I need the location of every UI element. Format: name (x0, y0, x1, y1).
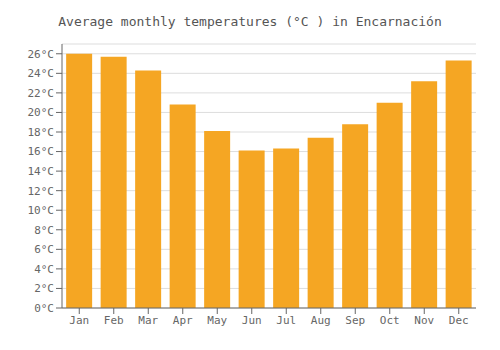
svg-text:Nov: Nov (414, 314, 434, 327)
svg-text:8°C: 8°C (34, 224, 54, 237)
svg-text:Aug: Aug (311, 314, 331, 327)
svg-text:Feb: Feb (104, 314, 124, 327)
svg-text:22°C: 22°C (28, 87, 55, 100)
svg-text:May: May (207, 314, 227, 327)
svg-text:Apr: Apr (173, 314, 193, 327)
svg-text:16°C: 16°C (28, 145, 55, 158)
svg-text:Dec: Dec (449, 314, 469, 327)
svg-text:18°C: 18°C (28, 126, 55, 139)
svg-text:Jan: Jan (69, 314, 89, 327)
svg-text:12°C: 12°C (28, 185, 55, 198)
html-text:Average monthly temperatures (: Average monthly temperatures (°C ) in En… (58, 14, 442, 29)
svg-text:Sep: Sep (345, 314, 365, 327)
svg-text:2°C: 2°C (34, 282, 54, 295)
svg-text:6°C: 6°C (34, 243, 54, 256)
svg-text:24°C: 24°C (28, 67, 55, 80)
svg-text:14°C: 14°C (28, 165, 55, 178)
svg-text:Mar: Mar (138, 314, 158, 327)
svg-text:Jun: Jun (242, 314, 262, 327)
svg-text:Oct: Oct (380, 314, 400, 327)
svg-text:26°C: 26°C (28, 48, 55, 61)
svg-text:4°C: 4°C (34, 263, 54, 276)
svg-text:20°C: 20°C (28, 106, 55, 119)
svg-text:10°C: 10°C (28, 204, 55, 217)
svg-text:0°C: 0°C (34, 302, 54, 315)
svg-text:Jul: Jul (276, 314, 296, 327)
